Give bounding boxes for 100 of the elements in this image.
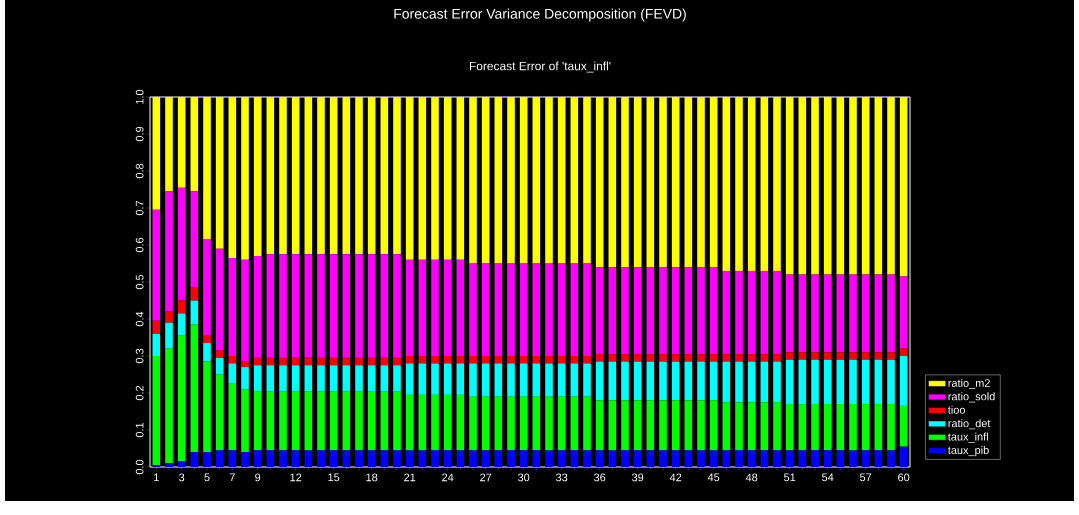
- bar: [621, 450, 629, 467]
- bar: [329, 254, 338, 358]
- bar: [773, 270, 781, 355]
- bar: [203, 343, 211, 362]
- bar: [747, 402, 756, 451]
- bar: [735, 402, 743, 451]
- bar: [659, 354, 667, 362]
- bar: [823, 359, 832, 405]
- bar: [785, 404, 794, 451]
- bar: [747, 97, 756, 271]
- bar: [659, 97, 667, 268]
- bar: [684, 97, 693, 268]
- bar: [228, 450, 237, 467]
- bar: [811, 274, 819, 353]
- bar: [557, 97, 566, 264]
- bar: [671, 450, 680, 467]
- bar: [684, 267, 693, 355]
- bar: [887, 404, 895, 451]
- x-tick-label: 45: [707, 473, 720, 482]
- bar: [215, 374, 224, 451]
- bar: [811, 450, 819, 467]
- bar: [431, 97, 439, 260]
- bar: [621, 354, 629, 362]
- bar: [874, 359, 883, 405]
- bar: [798, 274, 807, 353]
- bar: [659, 361, 667, 401]
- bar: [228, 257, 237, 356]
- bar: [722, 402, 731, 451]
- bar: [215, 248, 224, 351]
- bar: [709, 354, 718, 362]
- bar: [621, 400, 629, 451]
- bar: [899, 356, 908, 406]
- bar: [887, 352, 895, 360]
- bar: [836, 352, 845, 360]
- bar: [203, 452, 211, 467]
- bar: [393, 365, 401, 392]
- bar: [405, 450, 414, 467]
- bar: [494, 363, 503, 397]
- bar: [659, 267, 667, 355]
- bar: [811, 359, 819, 405]
- y-tick-label: 0.7: [135, 200, 144, 216]
- bar: [431, 450, 439, 467]
- bar: [633, 97, 642, 268]
- bar: [570, 450, 579, 467]
- bar: [671, 97, 680, 268]
- bar: [583, 263, 591, 356]
- bar: [545, 363, 553, 397]
- bar: [190, 300, 199, 325]
- bar: [317, 391, 325, 451]
- bar: [849, 97, 857, 275]
- bar: [849, 359, 857, 405]
- bar: [887, 274, 895, 353]
- bar: [418, 363, 427, 395]
- bar: [405, 363, 414, 395]
- bar: [532, 263, 541, 356]
- bar: [887, 450, 895, 467]
- bar: [608, 267, 617, 355]
- bar: [709, 400, 718, 451]
- bar: [519, 263, 528, 356]
- bar: [152, 356, 161, 466]
- bar: [836, 97, 845, 275]
- bar: [646, 97, 655, 268]
- bar: [456, 97, 465, 260]
- bar: [342, 365, 351, 392]
- bar: [861, 359, 870, 405]
- bar: [507, 97, 515, 264]
- x-tick-label: 42: [669, 473, 682, 482]
- bar: [595, 400, 604, 451]
- bar: [431, 259, 439, 356]
- bar: [304, 97, 313, 255]
- bar: [773, 402, 781, 451]
- x-tick-label: 9: [255, 473, 261, 482]
- bar: [418, 450, 427, 467]
- bar: [798, 97, 807, 275]
- bar: [279, 391, 287, 451]
- chart-subtitle: Forecast Error of 'taux_infl': [469, 61, 611, 73]
- bar: [519, 450, 528, 467]
- bar: [418, 394, 427, 451]
- bar: [545, 263, 553, 356]
- bar: [380, 391, 389, 451]
- bar: [798, 359, 807, 405]
- bar: [456, 394, 465, 451]
- bar: [241, 452, 249, 467]
- bar: [481, 263, 490, 356]
- bar: [355, 97, 363, 255]
- bar: [431, 394, 439, 451]
- bar: [317, 365, 325, 392]
- bar: [735, 270, 743, 355]
- bar: [469, 356, 477, 364]
- bar: [849, 450, 857, 467]
- bar: [203, 97, 211, 240]
- bar: [722, 361, 731, 403]
- x-tick-label: 54: [822, 473, 834, 482]
- bar: [241, 361, 249, 368]
- bar: [152, 209, 161, 321]
- bar: [367, 450, 376, 467]
- bar: [355, 254, 363, 358]
- bar: [494, 263, 503, 356]
- legend-label: ratio_m2: [948, 378, 990, 389]
- bar: [532, 363, 541, 397]
